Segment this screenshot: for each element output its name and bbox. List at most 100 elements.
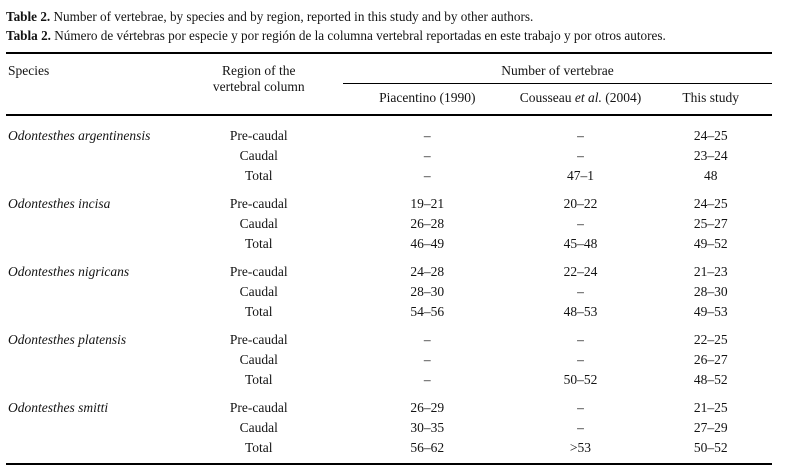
- caption-english: Table 2. Number of vertebrae, by species…: [6, 7, 775, 26]
- piacentino-value-cell: –: [423, 168, 431, 183]
- table-header: Species Region of the vertebral column N…: [6, 53, 772, 115]
- header-row-sub: Piacentino (1990) Cousseau et al. (2004)…: [6, 84, 772, 116]
- cousseau-value-cell: –: [577, 400, 584, 415]
- species-name-cell: [6, 370, 175, 390]
- region-cell: Caudal: [239, 216, 278, 231]
- this-study-value-cell: 49–53: [693, 304, 728, 319]
- col-header-number-of-vertebrae: Number of vertebrae: [343, 53, 772, 84]
- caption-english-text: Number of vertebrae, by species and by r…: [50, 9, 534, 24]
- species-name-cell: [6, 418, 175, 438]
- table-row: Total – 47–1 48: [6, 166, 772, 186]
- caption-spanish-label: Tabla 2.: [6, 28, 51, 43]
- region-cell: Caudal: [239, 148, 278, 163]
- region-cell: Caudal: [239, 420, 278, 435]
- table-row: Odontesthes platensis Pre-caudal – – 22–25: [6, 322, 772, 350]
- vertebrae-table: Species Region of the vertebral column N…: [6, 52, 772, 465]
- italic-et-al: et al.: [574, 90, 602, 105]
- species-name-cell: [6, 282, 175, 302]
- region-cell: Total: [244, 168, 273, 183]
- caption-spanish-text: Número de vértebras por especie y por re…: [50, 28, 666, 43]
- this-study-value-cell: 49–52: [693, 236, 728, 251]
- cousseau-value-cell: 20–22: [563, 196, 598, 211]
- cousseau-value-cell: –: [577, 352, 584, 367]
- this-study-value-cell: 22–25: [693, 332, 728, 347]
- table-row: Odontesthes argentinensis Pre-caudal – – 24–…: [6, 115, 772, 146]
- piacentino-value-cell: 46–49: [410, 236, 445, 251]
- table-row: Total – 50–52 48–52: [6, 370, 772, 390]
- species-name-cell: Odontesthes incisa: [8, 196, 111, 211]
- cousseau-value-cell: –: [577, 420, 584, 435]
- cousseau-value-cell: 50–52: [563, 372, 598, 387]
- species-name-cell: Odontesthes argentinensis: [8, 128, 151, 143]
- region-cell: Total: [244, 372, 273, 387]
- cousseau-value-cell: –: [577, 284, 584, 299]
- region-cell: Pre-caudal: [229, 196, 288, 211]
- species-name-cell: [6, 146, 175, 166]
- col-header-species: Species: [8, 63, 50, 78]
- caption-english-label: Table 2.: [6, 9, 51, 24]
- species-name-cell: Odontesthes smitti: [8, 400, 109, 415]
- region-cell: Total: [244, 304, 273, 319]
- this-study-value-cell: 25–27: [693, 216, 728, 231]
- table-row: Total 54–56 48–53 49–53: [6, 302, 772, 322]
- species-name-cell: [6, 438, 175, 464]
- this-study-value-cell: 48: [703, 168, 718, 183]
- species-name-cell: [6, 350, 175, 370]
- region-cell: Total: [244, 236, 273, 251]
- this-study-value-cell: 50–52: [693, 440, 728, 455]
- cousseau-value-cell: –: [577, 216, 584, 231]
- species-name-cell: Odontesthes nigricans: [8, 264, 130, 279]
- col-header-cousseau: Cousseau et al. (2004): [519, 90, 642, 105]
- table-row: Caudal – – 23–24: [6, 146, 772, 166]
- paper-table-figure: Table 2. Number of vertebrae, by species…: [6, 7, 775, 465]
- col-header-region-line1: Region of the: [222, 63, 296, 78]
- piacentino-value-cell: 54–56: [410, 304, 445, 319]
- piacentino-value-cell: –: [423, 128, 431, 143]
- col-header-region: Region of the vertebral column: [175, 53, 344, 115]
- this-study-value-cell: 23–24: [693, 148, 728, 163]
- table-row: Total 56–62 >53 50–52: [6, 438, 772, 464]
- piacentino-value-cell: –: [423, 332, 431, 347]
- piacentino-value-cell: –: [423, 148, 431, 163]
- this-study-value-cell: 21–23: [693, 264, 728, 279]
- cousseau-value-cell: –: [577, 332, 584, 347]
- piacentino-value-cell: 56–62: [410, 440, 445, 455]
- region-cell: Caudal: [239, 284, 278, 299]
- table-row: Total 46–49 45–48 49–52: [6, 234, 772, 254]
- table-row: Caudal 30–35 – 27–29: [6, 418, 772, 438]
- table-row: Odontesthes incisa Pre-caudal 19–21 20–22 24…: [6, 186, 772, 214]
- table-body: Odontesthes argentinensis Pre-caudal – – 24–…: [6, 115, 772, 464]
- region-cell: Pre-caudal: [229, 264, 288, 279]
- species-name-cell: [6, 166, 175, 186]
- col-header-region-line2: vertebral column: [212, 79, 305, 94]
- cousseau-value-cell: –: [577, 148, 584, 163]
- table-row: Odontesthes smitti Pre-caudal 26–29 – 21–25: [6, 390, 772, 418]
- piacentino-value-cell: 26–29: [410, 400, 445, 415]
- region-cell: Pre-caudal: [229, 400, 288, 415]
- species-name-cell: [6, 302, 175, 322]
- col-header-this-study: This study: [682, 90, 740, 105]
- region-cell: Caudal: [239, 352, 278, 367]
- species-name-cell: [6, 214, 175, 234]
- cousseau-value-cell: 47–1: [566, 168, 594, 183]
- piacentino-value-cell: 26–28: [410, 216, 445, 231]
- this-study-value-cell: 26–27: [693, 352, 728, 367]
- this-study-value-cell: 24–25: [693, 196, 728, 211]
- region-cell: Total: [244, 440, 273, 455]
- piacentino-value-cell: 19–21: [410, 196, 445, 211]
- piacentino-value-cell: 30–35: [410, 420, 445, 435]
- cousseau-value-cell: 22–24: [563, 264, 598, 279]
- region-cell: Pre-caudal: [229, 332, 288, 347]
- species-name-cell: [6, 234, 175, 254]
- species-name-cell: Odontesthes platensis: [8, 332, 127, 347]
- table-row: Caudal 26–28 – 25–27: [6, 214, 772, 234]
- this-study-value-cell: 28–30: [693, 284, 728, 299]
- cousseau-value-cell: >53: [569, 440, 592, 455]
- this-study-value-cell: 21–25: [693, 400, 728, 415]
- cousseau-value-cell: –: [577, 128, 584, 143]
- table-row: Odontesthes nigricans Pre-caudal 24–28 22–2…: [6, 254, 772, 282]
- cousseau-value-cell: 48–53: [563, 304, 598, 319]
- piacentino-value-cell: 28–30: [410, 284, 445, 299]
- piacentino-value-cell: –: [423, 372, 431, 387]
- this-study-value-cell: 24–25: [693, 128, 728, 143]
